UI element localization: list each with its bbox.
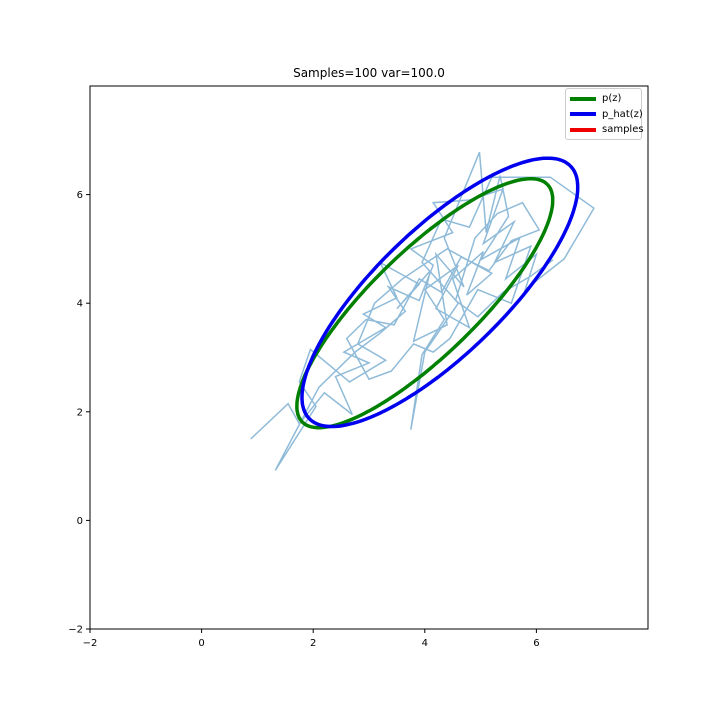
ellipse-p-z: [295, 176, 555, 430]
x-tick-label: 6: [533, 638, 539, 649]
samples-layer: [250, 151, 595, 471]
legend-label-p-hat-z: p_hat(z): [602, 108, 643, 120]
ticks-layer: −2 0 2 4 6 −2 0 2 4 6: [68, 190, 539, 649]
legend-item-samples: samples: [566, 122, 644, 138]
y-tick-label: −2: [68, 625, 83, 636]
x-tick-label: 0: [198, 638, 204, 649]
legend: p(z) p_hat(z) samples: [565, 88, 644, 140]
legend-swatch-p-hat-z: [570, 112, 596, 117]
ellipse-layer: [295, 156, 580, 430]
sample-path: [250, 151, 595, 471]
x-tick-label: 2: [310, 638, 316, 649]
y-tick-label: 0: [77, 516, 83, 527]
plot-frame: [89, 85, 649, 630]
legend-item-p-z: p(z): [566, 91, 641, 107]
legend-swatch-samples: [570, 127, 596, 132]
legend-label-p-z: p(z): [602, 93, 622, 105]
y-tick-label: 6: [77, 190, 83, 201]
legend-item-p-hat-z: p_hat(z): [566, 107, 643, 123]
x-tick-label: −2: [83, 638, 98, 649]
legend-swatch-p-z: [570, 96, 596, 101]
chart-title: Samples=100 var=100.0: [293, 66, 445, 80]
x-tick-label: 4: [422, 638, 428, 649]
y-tick-label: 2: [77, 407, 83, 418]
y-tick-label: 4: [77, 299, 83, 310]
legend-label-samples: samples: [602, 124, 644, 136]
ellipse-p-hat-z: [300, 156, 580, 429]
